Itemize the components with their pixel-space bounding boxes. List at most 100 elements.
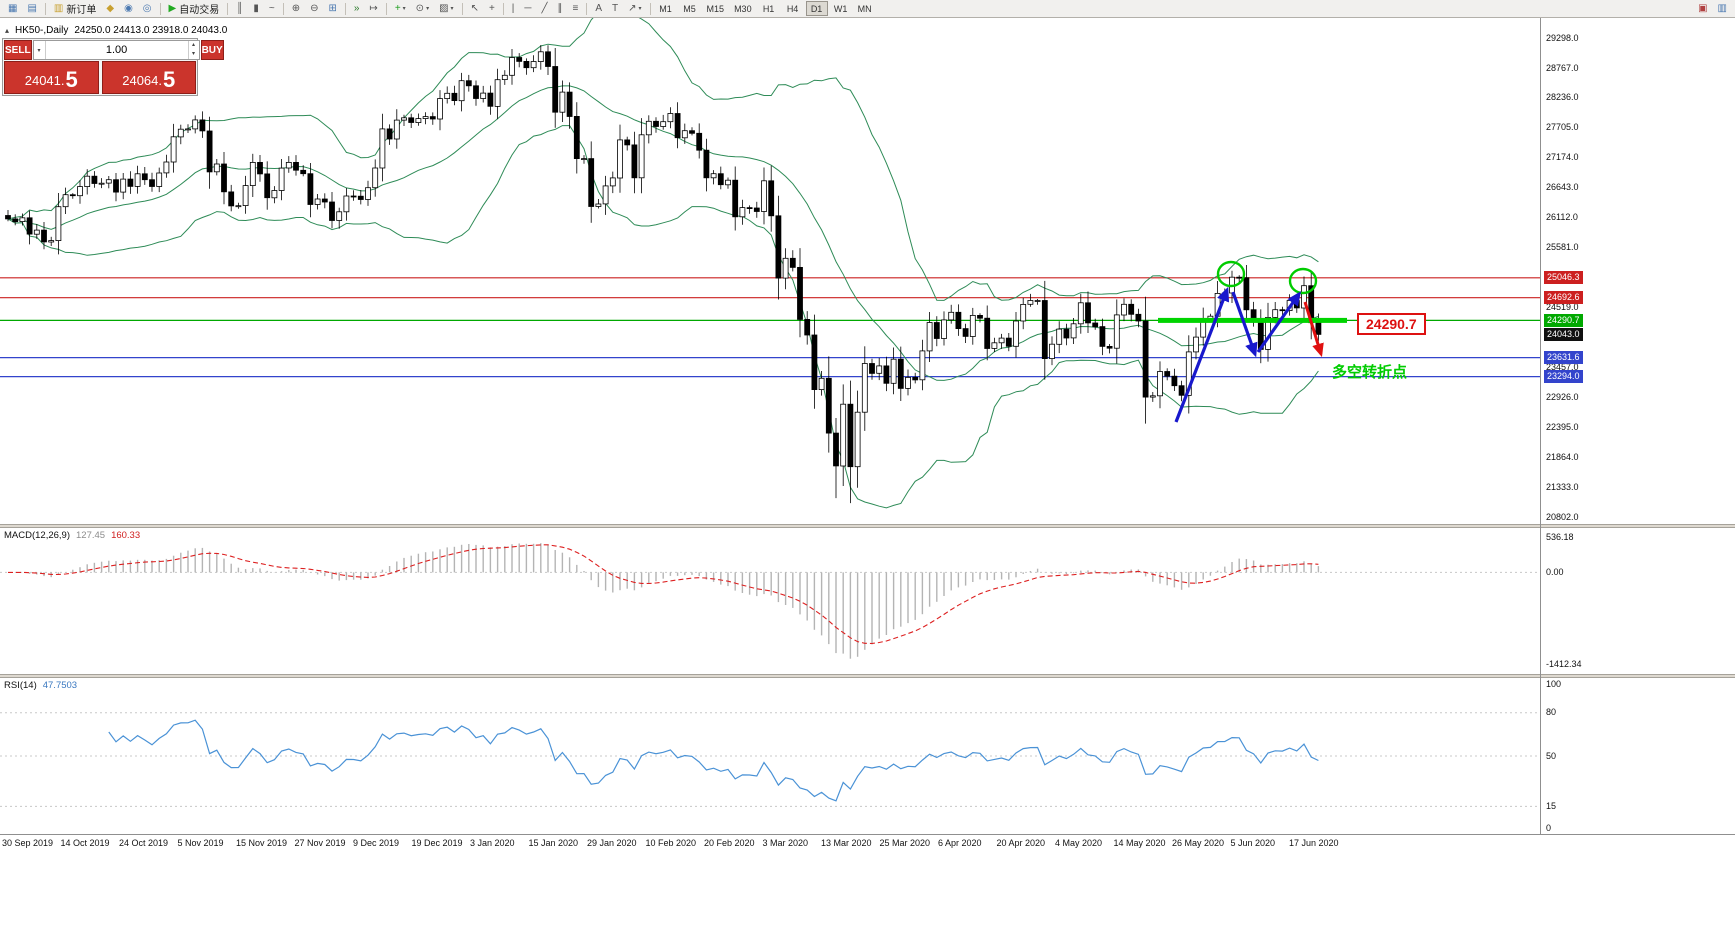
arrow-tools-icon: ↗	[628, 2, 637, 14]
candlestick-chart-button[interactable]: ▮	[249, 1, 263, 16]
periods-button[interactable]: ⊙ ▾	[412, 1, 433, 16]
date-axis-label: 24 Oct 2019	[119, 838, 169, 848]
candlestick-chart-icon: ▮	[253, 2, 259, 14]
volume-spinner[interactable]: ▴ ▾	[187, 41, 199, 59]
tile-windows-button[interactable]: ⊞	[324, 1, 340, 16]
price-chart-panel[interactable]: ▴ HK50-,Daily 24250.0 24413.0 23918.0 24…	[0, 18, 1735, 524]
rsi-axis-label: 80	[1546, 707, 1557, 718]
timeframe-h4-button[interactable]: H4	[786, 3, 799, 14]
date-axis-label: 20 Apr 2020	[996, 838, 1046, 848]
bollinger-bands	[7, 18, 1319, 509]
zoom-in-button[interactable]: ⊕	[288, 1, 304, 16]
macd-axis: 536.18 0.00 -1412.34	[1542, 528, 1732, 674]
turning-point-annotation[interactable]: 多空转折点	[1332, 364, 1408, 381]
timeframe-d1-button[interactable]: D1	[805, 1, 828, 16]
sell-button[interactable]: SELL	[4, 40, 32, 60]
support-price-callout[interactable]: 24290.7	[1357, 313, 1426, 335]
trendline-button[interactable]: ╱	[537, 1, 551, 16]
timeframe-m30-button[interactable]: M30	[734, 3, 752, 14]
timeframe-m1-button[interactable]: M1	[659, 3, 672, 14]
main-toolbar: ▦ ▤ ▥ 新订单 ◆ ◉ ◎ ▶ 自动交易 ║ ▮ ~ ⊕ ⊖ ⊞» ↦ + ▾ ⊙ ▾ ▨ ▾ ↖ + | ─ ╱ ∥ ≡ A T ↗ ▾ M…	[0, 0, 1735, 18]
autotrading-label: 自动交易	[179, 5, 220, 16]
caret-down-icon: ▾	[638, 6, 642, 12]
profiles-button[interactable]: ▤	[23, 1, 40, 16]
new-chart-button[interactable]: ▦	[4, 1, 21, 16]
rsi-panel: RSI(14) 47.7503 100 80 50 15 0	[0, 678, 1735, 834]
ask-price[interactable]: 24064. 5	[101, 61, 196, 94]
price-axis-badge: 23294.0	[1544, 370, 1583, 384]
metaeditor-button[interactable]: ◆	[102, 1, 118, 16]
cursor-button[interactable]: ↖	[467, 1, 483, 16]
timeframe-m15-button[interactable]: M15	[706, 3, 725, 14]
timeframe-w1-button[interactable]: W1	[833, 3, 848, 14]
templates-icon: ▨	[439, 2, 449, 14]
price-axis-label: 20802.0	[1546, 511, 1579, 522]
macd-value-main: 127.45	[76, 530, 106, 541]
date-axis-label: 29 Jan 2020	[587, 838, 637, 848]
buy-button[interactable]: BUY	[200, 40, 224, 60]
text-label-button[interactable]: T	[608, 1, 622, 16]
arrow-tools-button[interactable]: ↗ ▾	[624, 1, 645, 16]
chart-shift-icon: ↦	[369, 2, 378, 14]
data-window-button[interactable]: ▣	[1694, 1, 1711, 16]
one-click-price-row: 24041. 5 24064. 5	[4, 61, 196, 94]
attach-script-button[interactable]: ◎	[139, 1, 156, 16]
spin-up-icon[interactable]: ▴	[192, 42, 196, 48]
swing-arrow-2[interactable]	[1231, 291, 1258, 358]
date-axis-separator	[0, 834, 1735, 835]
date-axis-label: 20 Feb 2020	[704, 838, 755, 848]
double-top-circle-1[interactable]	[1216, 260, 1246, 288]
bar-chart-button[interactable]: ║	[232, 1, 247, 16]
trendline-icon: ╱	[541, 2, 548, 14]
timeframe-m5-button[interactable]: M5	[683, 3, 696, 14]
toolbar-separator	[227, 2, 229, 15]
crosshair-button[interactable]: +	[485, 1, 499, 16]
new-order-icon: ▥	[53, 2, 64, 14]
ask-price-big-digit: 5	[163, 67, 176, 92]
macd-label: MACD(12,26,9) 127.45 160.33	[4, 530, 140, 541]
line-chart-button[interactable]: ~	[265, 1, 279, 16]
chart-title-symbol: HK50-,Daily	[15, 25, 69, 36]
navigator-window-button[interactable]: ▥	[1714, 1, 1731, 16]
volume-dropdown-icon[interactable]: ▾	[34, 41, 46, 59]
timeframe-h1-button[interactable]: H1	[762, 3, 775, 14]
auto-scroll-icon: »	[353, 2, 360, 14]
indicators-button[interactable]: + ▾	[391, 1, 410, 16]
horizontal-level-lines[interactable]	[0, 277, 1540, 378]
equidistant-channel-button[interactable]: ∥	[554, 1, 567, 16]
date-axis-label: 4 May 2020	[1055, 838, 1103, 848]
expert-advisors-button[interactable]: ◉	[120, 1, 137, 16]
spin-down-icon[interactable]: ▾	[192, 51, 196, 57]
bid-price[interactable]: 24041. 5	[4, 61, 99, 94]
horizontal-line-button[interactable]: ─	[520, 1, 535, 16]
zoom-out-button[interactable]: ⊖	[306, 1, 322, 16]
swing-arrow-1[interactable]	[1174, 286, 1230, 423]
rsi-axis-label: 50	[1546, 750, 1557, 761]
rsi-line	[108, 719, 1319, 802]
fibonacci-button[interactable]: ≡	[569, 1, 583, 16]
macd-canvas	[0, 543, 1540, 659]
price-axis-label: 27174.0	[1546, 152, 1579, 163]
date-axis-label: 5 Jun 2020	[1230, 838, 1276, 848]
templates-button[interactable]: ▨ ▾	[435, 1, 457, 16]
swing-arrow-3[interactable]	[1256, 291, 1302, 353]
panel-separator[interactable]	[0, 674, 1735, 678]
chart-shift-button[interactable]: ↦	[365, 1, 381, 16]
text-button[interactable]: A	[591, 1, 606, 16]
date-axis: 30 Sep 2019 14 Oct 2019 24 Oct 2019 5 Nov 2…	[0, 835, 1735, 851]
timeframe-mn-button[interactable]: MN	[857, 3, 872, 14]
caret-down-icon: ▾	[402, 6, 406, 12]
text-label-icon: T	[612, 2, 619, 14]
swing-arrow-4[interactable]	[1303, 301, 1324, 358]
volume-input[interactable]	[45, 41, 188, 59]
date-axis-label: 10 Feb 2020	[645, 838, 697, 848]
double-top-circle-2[interactable]	[1288, 267, 1318, 295]
profiles-icon: ▤	[27, 2, 37, 14]
support-band-highlight[interactable]	[1158, 317, 1347, 323]
vertical-line-button[interactable]: |	[508, 1, 519, 16]
toolbar-separator	[385, 2, 387, 15]
autotrading-button[interactable]: ▶ 自动交易	[165, 1, 224, 16]
new-order-button[interactable]: ▥ 新订单	[50, 1, 100, 16]
auto-scroll-button[interactable]: »	[350, 1, 364, 16]
panel-separator[interactable]	[0, 524, 1735, 528]
